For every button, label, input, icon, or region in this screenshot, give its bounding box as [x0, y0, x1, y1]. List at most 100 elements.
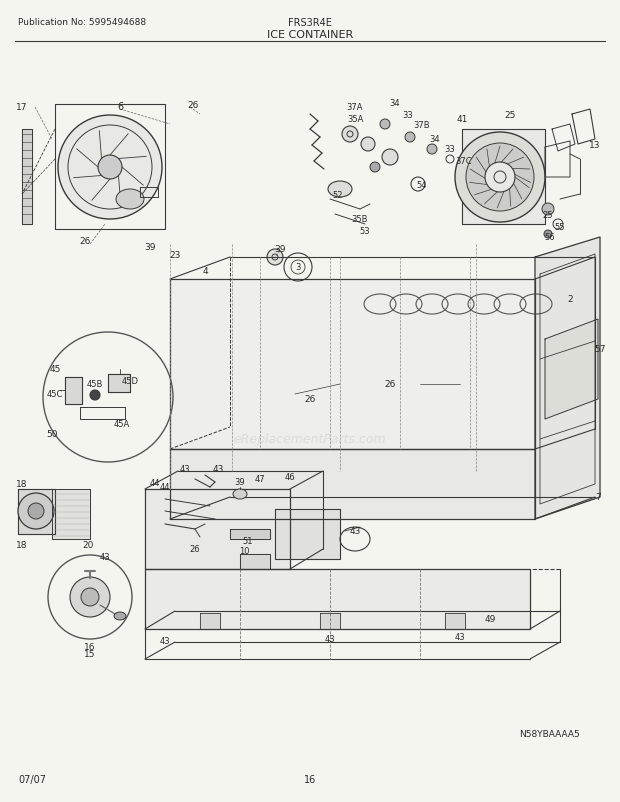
Text: 41: 41 [456, 115, 467, 124]
Text: 10: 10 [239, 547, 249, 556]
Text: 39: 39 [235, 478, 246, 487]
Text: 45: 45 [50, 365, 61, 374]
Text: 26: 26 [79, 237, 91, 246]
Text: 43: 43 [212, 465, 224, 474]
Text: 25: 25 [542, 210, 553, 219]
Text: 45D: 45D [122, 377, 138, 386]
Text: 25: 25 [504, 111, 516, 119]
Text: Publication No: 5995494688: Publication No: 5995494688 [18, 18, 146, 27]
Text: ICE CONTAINER: ICE CONTAINER [267, 30, 353, 40]
Text: 56: 56 [545, 233, 556, 242]
Ellipse shape [455, 133, 545, 223]
Ellipse shape [98, 156, 122, 180]
Text: 39: 39 [274, 245, 286, 254]
Ellipse shape [427, 145, 437, 155]
Text: 45B: 45B [87, 380, 103, 389]
Polygon shape [535, 237, 600, 520]
Polygon shape [462, 130, 545, 225]
Ellipse shape [267, 249, 283, 265]
Text: 07/07: 07/07 [18, 774, 46, 784]
Text: 55: 55 [555, 223, 565, 233]
Text: 43: 43 [325, 634, 335, 644]
Polygon shape [240, 554, 270, 569]
Text: 7: 7 [595, 493, 601, 502]
Text: 43: 43 [100, 553, 110, 561]
Polygon shape [445, 614, 465, 630]
Text: 44: 44 [160, 483, 171, 492]
Ellipse shape [233, 489, 247, 500]
Text: 26: 26 [304, 395, 316, 404]
Text: 15: 15 [84, 650, 95, 658]
Polygon shape [320, 614, 340, 630]
Text: 57: 57 [594, 345, 606, 354]
Text: 6: 6 [117, 102, 123, 111]
Text: 35A: 35A [347, 115, 363, 124]
Text: 16: 16 [304, 774, 316, 784]
Text: 52: 52 [333, 191, 343, 200]
Polygon shape [170, 280, 535, 449]
Text: 35B: 35B [352, 215, 368, 225]
Ellipse shape [466, 144, 534, 212]
Text: 18: 18 [16, 480, 28, 489]
Ellipse shape [70, 577, 110, 618]
Polygon shape [230, 529, 270, 539]
Text: eReplacementParts.com: eReplacementParts.com [234, 433, 386, 446]
Polygon shape [22, 130, 32, 225]
Ellipse shape [342, 127, 358, 143]
Polygon shape [200, 614, 220, 630]
Text: 2: 2 [567, 295, 573, 304]
Text: 26: 26 [187, 100, 198, 109]
Polygon shape [275, 509, 340, 559]
Ellipse shape [28, 504, 44, 520]
Ellipse shape [380, 119, 390, 130]
Polygon shape [108, 375, 130, 392]
Text: 33: 33 [402, 111, 414, 120]
Ellipse shape [544, 231, 552, 239]
Polygon shape [145, 489, 290, 569]
Text: 26: 26 [384, 380, 396, 389]
Text: 3: 3 [295, 263, 301, 272]
Text: 23: 23 [169, 250, 180, 259]
Text: 49: 49 [484, 615, 495, 624]
Ellipse shape [90, 391, 100, 400]
Text: 50: 50 [46, 430, 58, 439]
Ellipse shape [116, 190, 144, 210]
Ellipse shape [328, 182, 352, 198]
Text: 37C: 37C [456, 157, 472, 166]
Polygon shape [545, 320, 598, 419]
Ellipse shape [542, 204, 554, 216]
Ellipse shape [81, 588, 99, 606]
Ellipse shape [485, 163, 515, 192]
Polygon shape [65, 378, 82, 404]
Text: FRS3R4E: FRS3R4E [288, 18, 332, 28]
Text: 44: 44 [150, 479, 160, 488]
Text: 39: 39 [144, 242, 156, 251]
Text: 13: 13 [589, 140, 601, 149]
Text: 45C: 45C [47, 390, 63, 399]
Text: N58YBAAAA5: N58YBAAAA5 [519, 729, 580, 738]
Text: 37A: 37A [347, 103, 363, 112]
Ellipse shape [361, 138, 375, 152]
Ellipse shape [370, 163, 380, 172]
Text: 43: 43 [454, 633, 466, 642]
Text: 47: 47 [255, 475, 265, 484]
Ellipse shape [58, 115, 162, 220]
Text: 43: 43 [160, 637, 171, 646]
Polygon shape [170, 449, 535, 520]
Text: 4: 4 [202, 267, 208, 276]
Text: 34: 34 [390, 99, 401, 108]
Text: 16: 16 [84, 642, 95, 652]
Polygon shape [145, 569, 530, 630]
Text: 20: 20 [82, 540, 94, 549]
Ellipse shape [114, 612, 126, 620]
Polygon shape [52, 489, 90, 539]
Text: 37B: 37B [414, 121, 430, 131]
Text: 53: 53 [360, 227, 370, 237]
Text: 43: 43 [349, 527, 361, 536]
Text: 54: 54 [417, 180, 427, 189]
Ellipse shape [405, 133, 415, 143]
Text: 26: 26 [190, 545, 200, 554]
Text: 33: 33 [445, 145, 455, 154]
Text: 51: 51 [243, 537, 253, 546]
Text: 17: 17 [16, 103, 28, 112]
